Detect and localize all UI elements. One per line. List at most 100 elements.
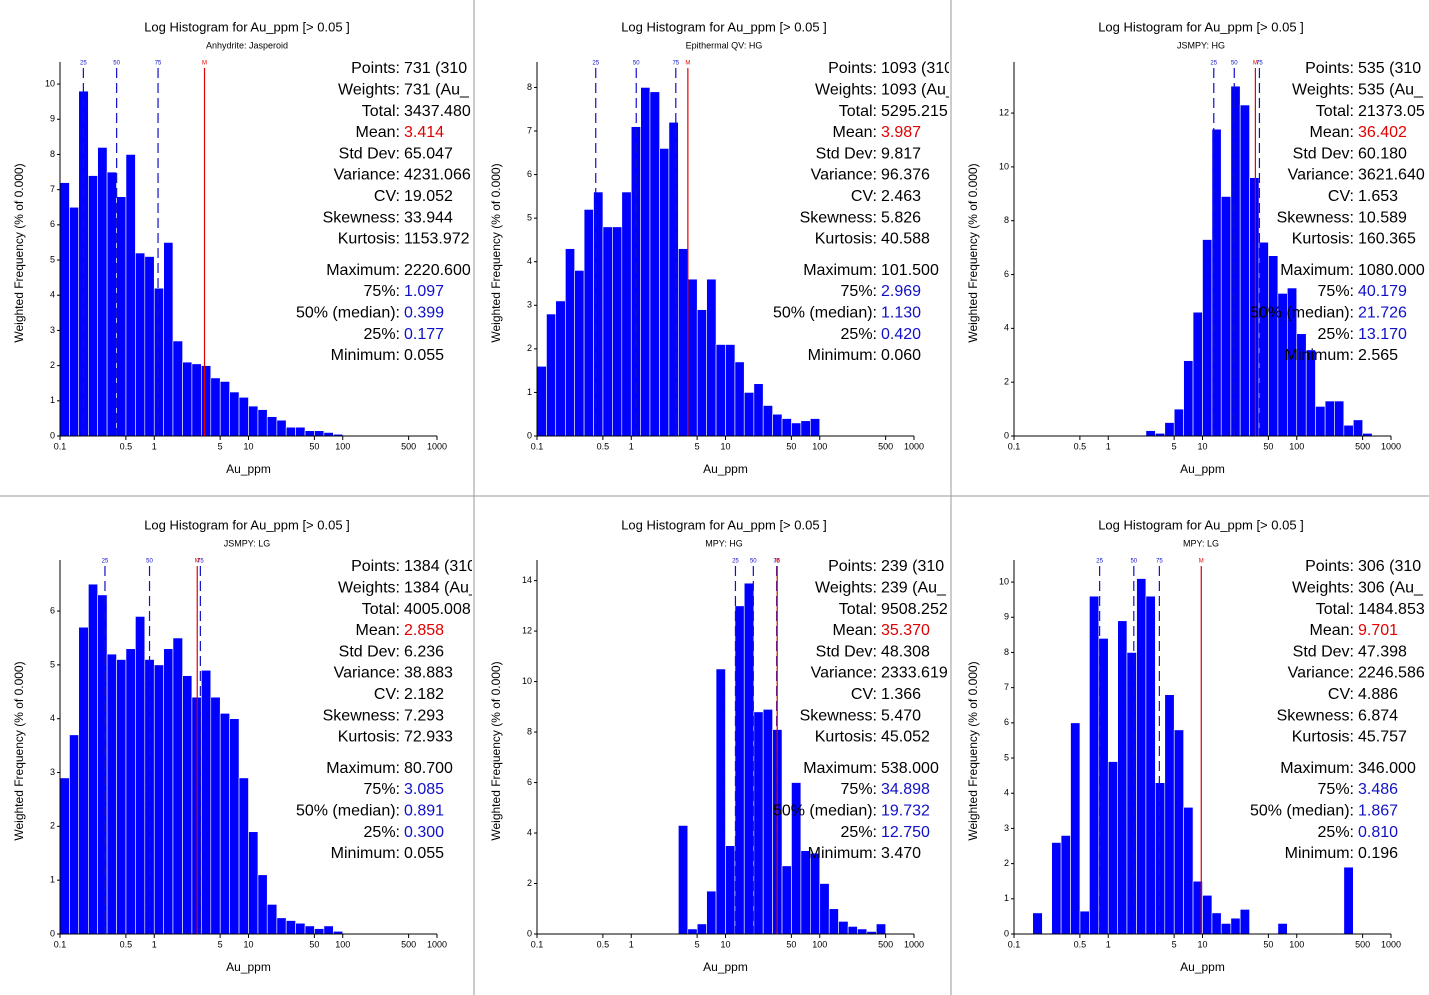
bar: [304, 925, 315, 935]
stat-name: Skewness:: [1277, 209, 1354, 226]
bar: [593, 191, 604, 437]
stat-marker-label: 50: [1130, 559, 1137, 565]
x-tick-label: 1000: [427, 441, 447, 451]
stat-value: 40.179: [1358, 283, 1407, 300]
bar: [1136, 578, 1147, 935]
bar: [725, 845, 736, 935]
stat-value: 40.588: [881, 231, 930, 248]
stat-value: 1093 (Au_: [881, 82, 956, 99]
bar: [276, 917, 287, 935]
bar: [565, 248, 575, 437]
bar: [135, 252, 146, 437]
stat-name: Std Dev:: [816, 145, 877, 162]
bar: [1126, 652, 1137, 935]
stat-marker-label: M: [1199, 559, 1204, 565]
bar: [743, 392, 755, 437]
bar: [857, 928, 868, 935]
stat-marker-label: M: [775, 559, 780, 565]
bar: [201, 669, 212, 935]
x-tick-label: 0.5: [597, 939, 610, 949]
bar: [706, 890, 717, 935]
bar: [295, 922, 306, 935]
stat-value: 45.757: [1358, 729, 1407, 746]
stat-name: Total:: [1316, 601, 1354, 618]
stat-value: 3.486: [1358, 781, 1398, 798]
stat-value: 4.886: [1358, 686, 1398, 703]
bar: [687, 928, 698, 935]
stat-name: Variance:: [1288, 167, 1354, 184]
stat-value: 1384 (Au_: [404, 580, 479, 597]
stat-value: 2333.619: [881, 665, 948, 682]
stat-marker-label: 25: [102, 559, 109, 565]
stat-name: Total:: [362, 601, 400, 618]
bar: [304, 430, 315, 437]
x-tick-label: 10: [1197, 939, 1207, 949]
stat-name: Maximum:: [803, 760, 877, 777]
stat-name: Std Dev:: [1293, 643, 1354, 660]
y-tick-label: 14: [522, 575, 532, 585]
bar: [59, 182, 70, 437]
bar: [1051, 842, 1062, 935]
stat-name: Weights:: [815, 580, 877, 597]
bar: [838, 921, 849, 935]
stat-value: 80.700: [404, 760, 453, 777]
bar: [1343, 424, 1354, 437]
stat-name: Mean:: [356, 622, 400, 639]
stat-value: 9.701: [1358, 622, 1398, 639]
bar: [1268, 255, 1279, 437]
stat-name: 50% (median):: [773, 803, 877, 820]
stat-marker-label: 50: [1231, 61, 1238, 67]
bar: [1183, 360, 1194, 437]
stat-marker-label: 25: [1096, 559, 1103, 565]
stat-value: 2220.600: [404, 262, 471, 279]
bar: [696, 923, 707, 935]
bar: [125, 648, 136, 935]
x-tick-label: 0.5: [597, 441, 610, 451]
chart-subtitle: Epithermal QV: HG: [686, 40, 763, 50]
stat-value: 731 (Au_: [404, 82, 470, 99]
stat-marker-label: 75: [1256, 61, 1263, 67]
y-tick-label: 0: [50, 430, 55, 440]
stat-name: Kurtosis:: [338, 231, 400, 248]
stat-name: Minimum:: [331, 347, 400, 364]
bar: [257, 874, 268, 935]
bar: [640, 87, 651, 437]
bar: [1230, 85, 1241, 437]
bar: [106, 653, 117, 935]
bar: [144, 256, 155, 437]
bar: [163, 648, 174, 935]
stat-name: 75%:: [1318, 781, 1354, 798]
panel: Log Histogram for Au_ppm [> 0.05 ] MPY: L…: [966, 517, 1425, 974]
stat-value: 1484.853: [1358, 601, 1425, 618]
stat-name: 25%:: [841, 326, 877, 343]
x-tick-label: 0.1: [1008, 939, 1021, 949]
stat-value: 2.858: [404, 622, 444, 639]
bar: [248, 405, 259, 437]
bar: [696, 309, 707, 437]
x-tick-label: 100: [1289, 441, 1304, 451]
bar: [781, 418, 792, 437]
stat-value: 48.308: [881, 643, 930, 660]
y-tick-label: 0: [527, 928, 532, 938]
stat-value: 0.196: [1358, 845, 1398, 862]
x-tick-label: 10: [1197, 441, 1207, 451]
stat-value: 3.987: [881, 124, 921, 141]
y-tick-label: 2: [527, 878, 532, 888]
bar: [1183, 807, 1194, 935]
bar: [172, 637, 183, 935]
bar: [1239, 909, 1250, 935]
x-tick-label: 1000: [427, 939, 447, 949]
x-tick-label: 500: [1355, 441, 1370, 451]
bar: [97, 147, 108, 437]
stat-name: Std Dev:: [1293, 145, 1354, 162]
stat-value: 33.944: [404, 209, 453, 226]
bar: [621, 191, 632, 437]
bar: [1258, 241, 1269, 437]
chart-title: Log Histogram for Au_ppm [> 0.05 ]: [1098, 517, 1304, 532]
bar: [153, 287, 165, 437]
stat-value: 65.047: [404, 145, 453, 162]
stat-value: 45.052: [881, 729, 930, 746]
bar: [1164, 694, 1175, 935]
stat-value: 6.236: [404, 643, 444, 660]
bar: [753, 383, 764, 437]
